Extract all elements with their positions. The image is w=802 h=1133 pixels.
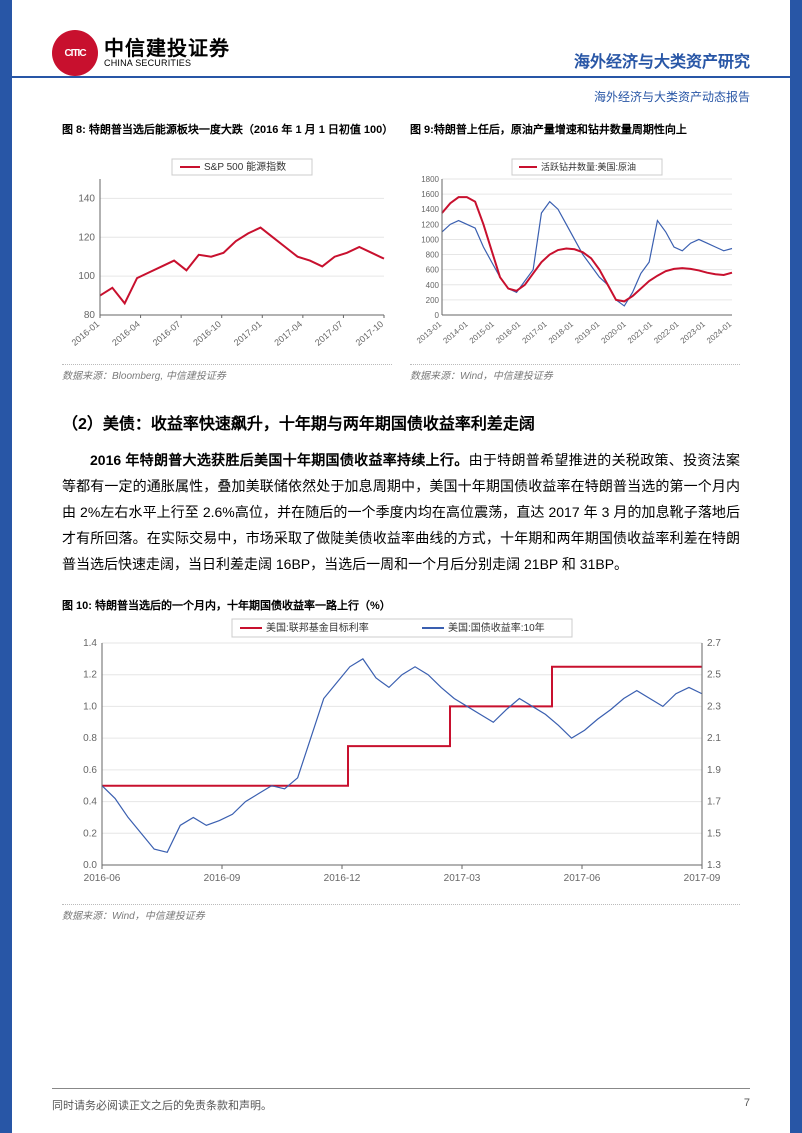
body-paragraph: 2016 年特朗普大选获胜后美国十年期国债收益率持续上行。由于特朗普希望推进的关… [62,448,740,577]
svg-text:2016-12: 2016-12 [324,873,361,884]
svg-text:0.0: 0.0 [83,860,97,871]
svg-text:400: 400 [426,281,440,290]
fig10-chart: 0.0 1.3 0.2 1.5 0.4 1.7 0.6 1.9 0.8 2.1 1.0 2.3 1.2 2… [62,617,740,902]
svg-text:2016-10: 2016-10 [191,319,223,348]
logo-icon: CITIC [52,30,98,76]
fig10-title: 图 10: 特朗普当选后的一个月内，十年期国债收益率一路上行（%） [62,597,740,613]
footer-page-num: 7 [744,1097,750,1113]
svg-text:120: 120 [78,232,95,243]
svg-text:2.5: 2.5 [707,670,721,681]
svg-text:2024-01: 2024-01 [705,319,734,345]
svg-text:1000: 1000 [421,235,439,244]
page-header: CITIC 中信建投证券 CHINA SECURITIES 海外经济与大类资产研… [12,0,790,78]
svg-text:2016-06: 2016-06 [84,873,121,884]
fig8-title: 图 8: 特朗普当选后能源板块一度大跌（2016 年 1 月 1 日初值 100… [62,123,392,153]
fig8-chart: 801001201402016-012016-042016-072016-102… [62,157,392,362]
fig8-source: 数据来源：Bloomberg, 中信建投证券 [62,364,392,382]
svg-text:2018-01: 2018-01 [547,319,576,345]
svg-text:0: 0 [435,311,440,320]
svg-text:2.3: 2.3 [707,702,721,713]
fig9-chart: 0 200 400 600 800 1000 1200 1400 1600 1800 2013-01… [410,157,740,362]
svg-text:2019-01: 2019-01 [573,319,602,345]
svg-text:1.2: 1.2 [83,670,97,681]
svg-text:1.5: 1.5 [707,829,721,840]
logo-text-en: CHINA SECURITIES [104,59,230,68]
svg-text:0.4: 0.4 [83,797,97,808]
svg-text:2016-07: 2016-07 [151,319,183,348]
fig9-title: 图 9:特朗普上任后，原油产量增速和钻井数量周期性向上 [410,123,740,153]
svg-text:1.4: 1.4 [83,638,97,649]
svg-text:100: 100 [78,271,95,282]
svg-text:0.2: 0.2 [83,829,97,840]
svg-text:2.1: 2.1 [707,734,721,745]
svg-text:1.0: 1.0 [83,702,97,713]
svg-text:2017-10: 2017-10 [354,319,386,348]
svg-text:2017-06: 2017-06 [564,873,601,884]
svg-text:2013-01: 2013-01 [415,319,444,345]
fig10-source: 数据来源：Wind，中信建投证券 [62,904,740,922]
svg-text:2023-01: 2023-01 [679,319,708,345]
svg-text:2016-09: 2016-09 [204,873,241,884]
svg-text:0.6: 0.6 [83,765,97,776]
lead-sentence: 2016 年特朗普大选获胜后美国十年期国债收益率持续上行。 [90,452,469,468]
svg-text:活跃钻井数量:美国:原油: 活跃钻井数量:美国:原油 [541,161,636,172]
svg-text:140: 140 [78,193,95,204]
svg-text:美国:联邦基金目标利率: 美国:联邦基金目标利率 [266,621,369,634]
svg-text:2017-01: 2017-01 [232,319,264,348]
svg-text:2022-01: 2022-01 [652,319,681,345]
svg-text:200: 200 [426,296,440,305]
svg-text:2014-01: 2014-01 [441,319,470,345]
svg-text:800: 800 [426,251,440,260]
section-title: （2）美债：收益率快速飙升，十年期与两年期国债收益率利差走阔 [62,410,740,434]
svg-text:1800: 1800 [421,175,439,184]
svg-text:1400: 1400 [421,205,439,214]
svg-text:2021-01: 2021-01 [626,319,655,345]
svg-text:1.3: 1.3 [707,860,721,871]
svg-text:1200: 1200 [421,220,439,229]
logo-block: CITIC 中信建投证券 CHINA SECURITIES [52,30,230,76]
svg-text:600: 600 [426,266,440,275]
svg-text:S&P 500 能源指数: S&P 500 能源指数 [204,160,286,173]
svg-text:2017-04: 2017-04 [272,319,304,348]
header-title: 海外经济与大类资产研究 [574,48,750,76]
svg-text:2.7: 2.7 [707,638,721,649]
logo-text-cn: 中信建投证券 [104,39,230,59]
svg-text:1.7: 1.7 [707,797,721,808]
svg-text:1600: 1600 [421,190,439,199]
sub-header: 海外经济与大类资产动态报告 [12,82,790,105]
svg-text:1.9: 1.9 [707,765,721,776]
svg-text:2015-01: 2015-01 [468,319,497,345]
page-footer: 同时请务必阅读正文之后的免责条款和声明。 7 [52,1088,750,1133]
svg-text:2016-01: 2016-01 [494,319,523,345]
svg-text:0.8: 0.8 [83,734,97,745]
svg-text:2016-01: 2016-01 [70,319,102,348]
footer-disclaimer: 同时请务必阅读正文之后的免责条款和声明。 [52,1097,272,1113]
svg-text:2017-09: 2017-09 [684,873,721,884]
svg-text:2016-04: 2016-04 [110,319,142,348]
svg-text:美国:国债收益率:10年: 美国:国债收益率:10年 [448,621,545,634]
svg-text:2020-01: 2020-01 [600,319,629,345]
fig9-source: 数据来源：Wind，中信建投证券 [410,364,740,382]
body-rest: 由于特朗普希望推进的关税政策、投资法案等都有一定的通胀属性，叠加美联储依然处于加… [62,452,740,572]
svg-text:2017-03: 2017-03 [444,873,481,884]
svg-text:2017-01: 2017-01 [520,319,549,345]
svg-text:2017-07: 2017-07 [313,319,345,348]
